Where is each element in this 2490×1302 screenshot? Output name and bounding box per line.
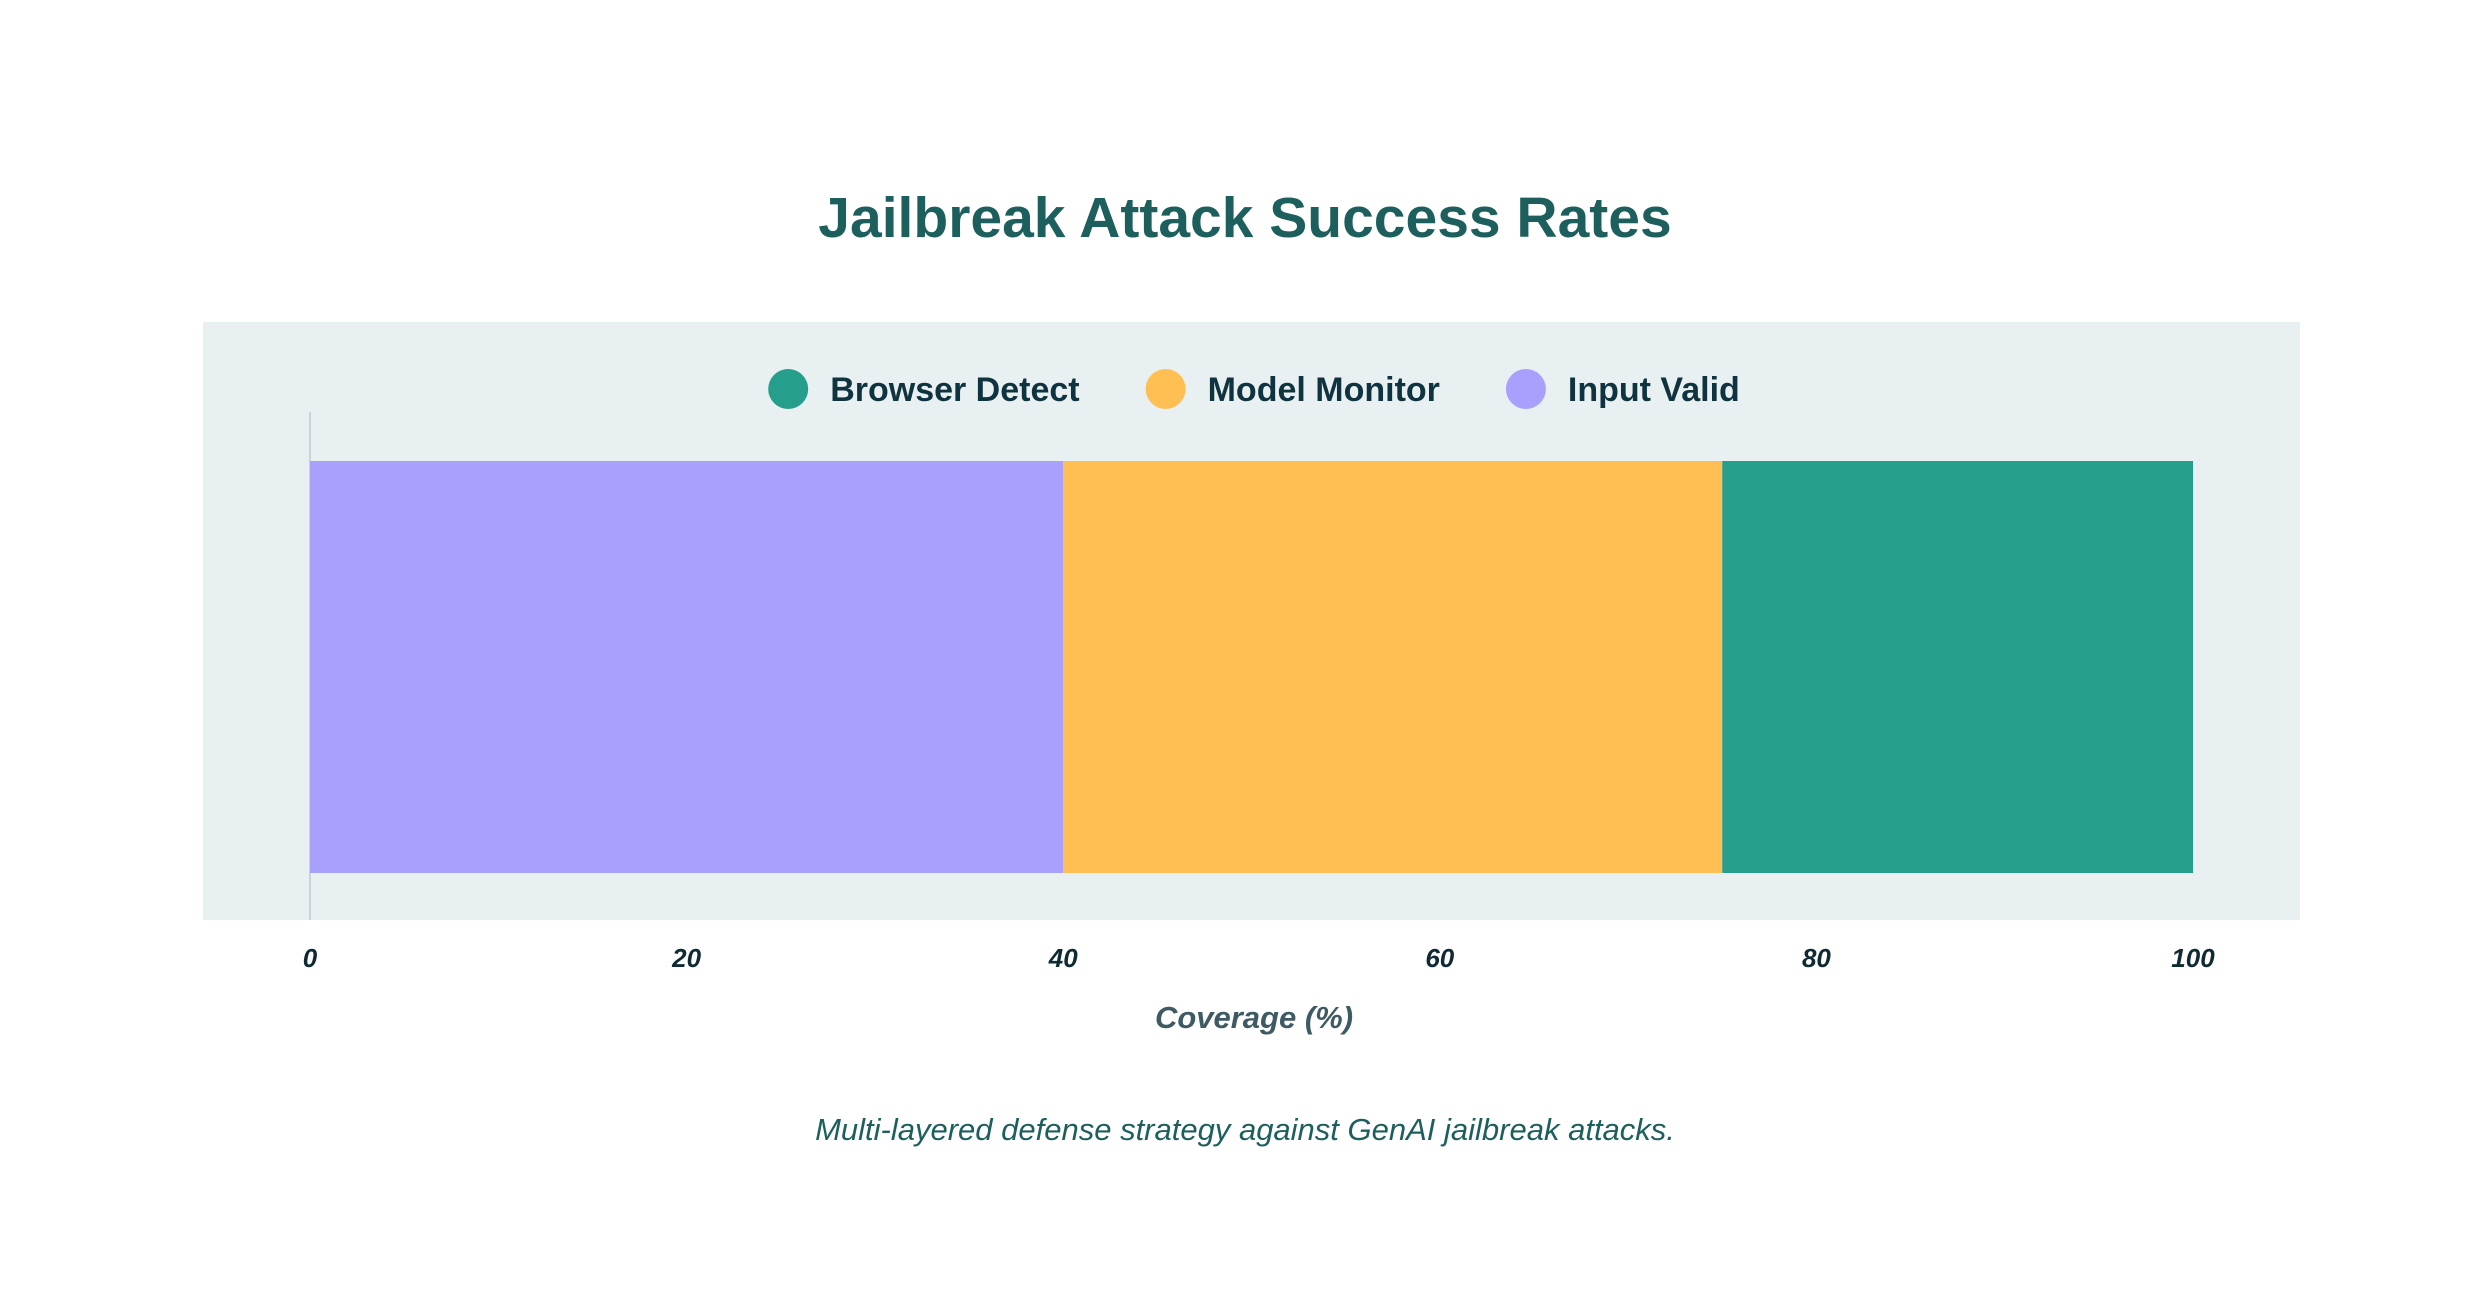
x-tick-label-40: 40 [1048,943,1078,973]
legend-label-input-valid: Input Valid [1568,371,1740,409]
x-tick-label-60: 60 [1425,943,1454,973]
legend: Browser Detect Model Monitor Input Valid [768,369,1740,409]
chart-caption: Multi-layered defense strategy against G… [815,1112,1675,1147]
legend-item-browser-detect: Browser Detect [768,369,1080,409]
x-tick-label-100: 100 [2171,943,2215,973]
legend-item-input-valid: Input Valid [1505,369,1740,409]
x-tick-label-20: 20 [671,943,701,973]
x-tick-label-80: 80 [1802,943,1831,973]
legend-label-browser-detect: Browser Detect [830,371,1079,409]
bar-segment-model-monitor [1063,461,1723,873]
chart-title: Jailbreak Attack Success Rates [818,186,1672,250]
x-tick-label-0: 0 [303,943,318,973]
legend-item-model-monitor: Model Monitor [1145,369,1440,409]
legend-label-model-monitor: Model Monitor [1208,371,1440,409]
legend-marker-input-valid [1505,369,1546,409]
x-axis-ticks: 0 20 40 60 80 100 [303,943,2215,973]
legend-marker-model-monitor [1145,369,1186,409]
bar-segment-browser-detect [1722,461,2193,873]
bar-segment-input-valid [310,461,1064,873]
legend-marker-browser-detect [768,369,809,409]
bar-group [310,461,2193,873]
x-axis-title: Coverage (%) [1155,1000,1353,1035]
